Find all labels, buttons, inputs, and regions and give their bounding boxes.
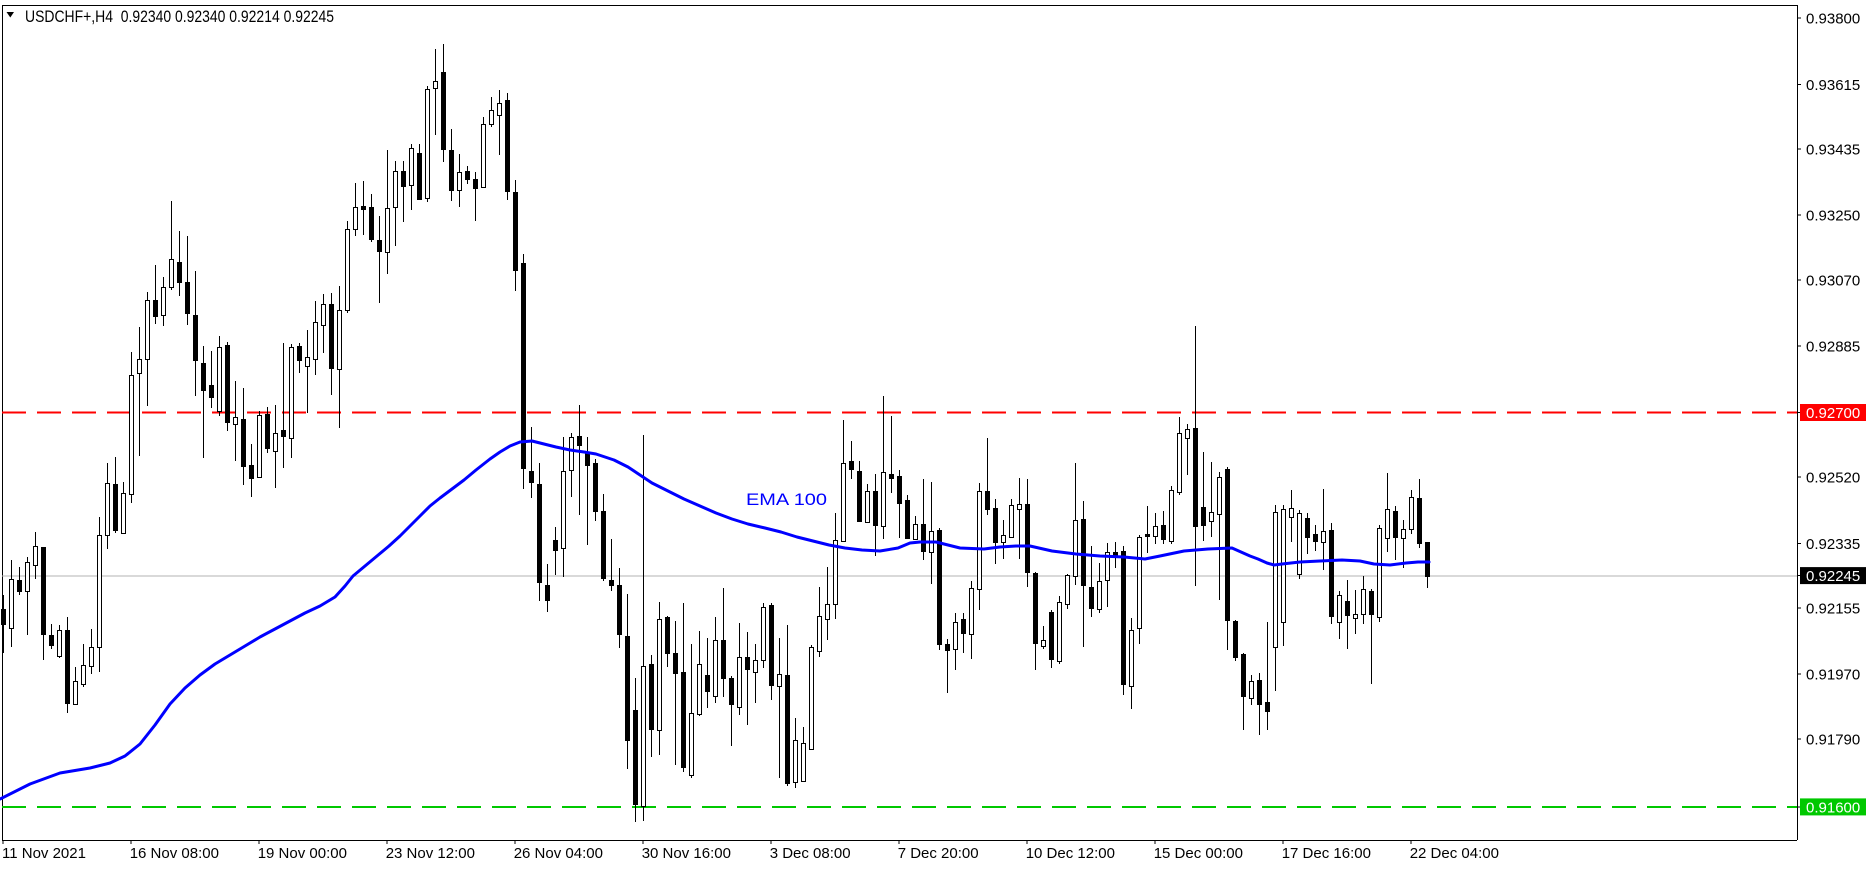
svg-text:EMA 100: EMA 100 [746, 490, 827, 509]
svg-text:0.93615: 0.93615 [1806, 77, 1860, 94]
svg-text:0.92700: 0.92700 [1806, 405, 1860, 422]
svg-text:23 Nov 12:00: 23 Nov 12:00 [386, 845, 475, 862]
svg-text:0.93435: 0.93435 [1806, 141, 1860, 158]
svg-text:0.91970: 0.91970 [1806, 667, 1860, 684]
svg-text:0.93800: 0.93800 [1806, 11, 1860, 28]
svg-text:30 Nov 16:00: 30 Nov 16:00 [642, 845, 731, 862]
svg-text:USDCHF+,H4 0.92340 0.92340 0.: USDCHF+,H4 0.92340 0.92340 0.92214 0.922… [25, 7, 334, 26]
svg-text:7 Dec 20:00: 7 Dec 20:00 [898, 845, 979, 862]
svg-text:0.91600: 0.91600 [1806, 799, 1860, 816]
svg-text:16 Nov 08:00: 16 Nov 08:00 [130, 845, 219, 862]
svg-text:17 Dec 16:00: 17 Dec 16:00 [1282, 845, 1371, 862]
svg-text:22 Dec 04:00: 22 Dec 04:00 [1410, 845, 1499, 862]
svg-text:11 Nov 2021: 11 Nov 2021 [2, 845, 86, 862]
svg-text:0.92520: 0.92520 [1806, 470, 1860, 487]
svg-text:0.92885: 0.92885 [1806, 339, 1860, 356]
svg-text:15 Dec 00:00: 15 Dec 00:00 [1154, 845, 1243, 862]
svg-text:0.92155: 0.92155 [1806, 600, 1860, 617]
svg-text:0.93250: 0.93250 [1806, 208, 1860, 225]
svg-text:26 Nov 04:00: 26 Nov 04:00 [514, 845, 603, 862]
svg-text:0.91790: 0.91790 [1806, 731, 1860, 748]
svg-text:3 Dec 08:00: 3 Dec 08:00 [770, 845, 851, 862]
svg-text:0.92245: 0.92245 [1806, 568, 1860, 585]
svg-text:19 Nov 00:00: 19 Nov 00:00 [258, 845, 347, 862]
svg-text:0.92335: 0.92335 [1806, 536, 1860, 553]
svg-text:10 Dec 12:00: 10 Dec 12:00 [1026, 845, 1115, 862]
svg-text:0.93070: 0.93070 [1806, 272, 1860, 289]
